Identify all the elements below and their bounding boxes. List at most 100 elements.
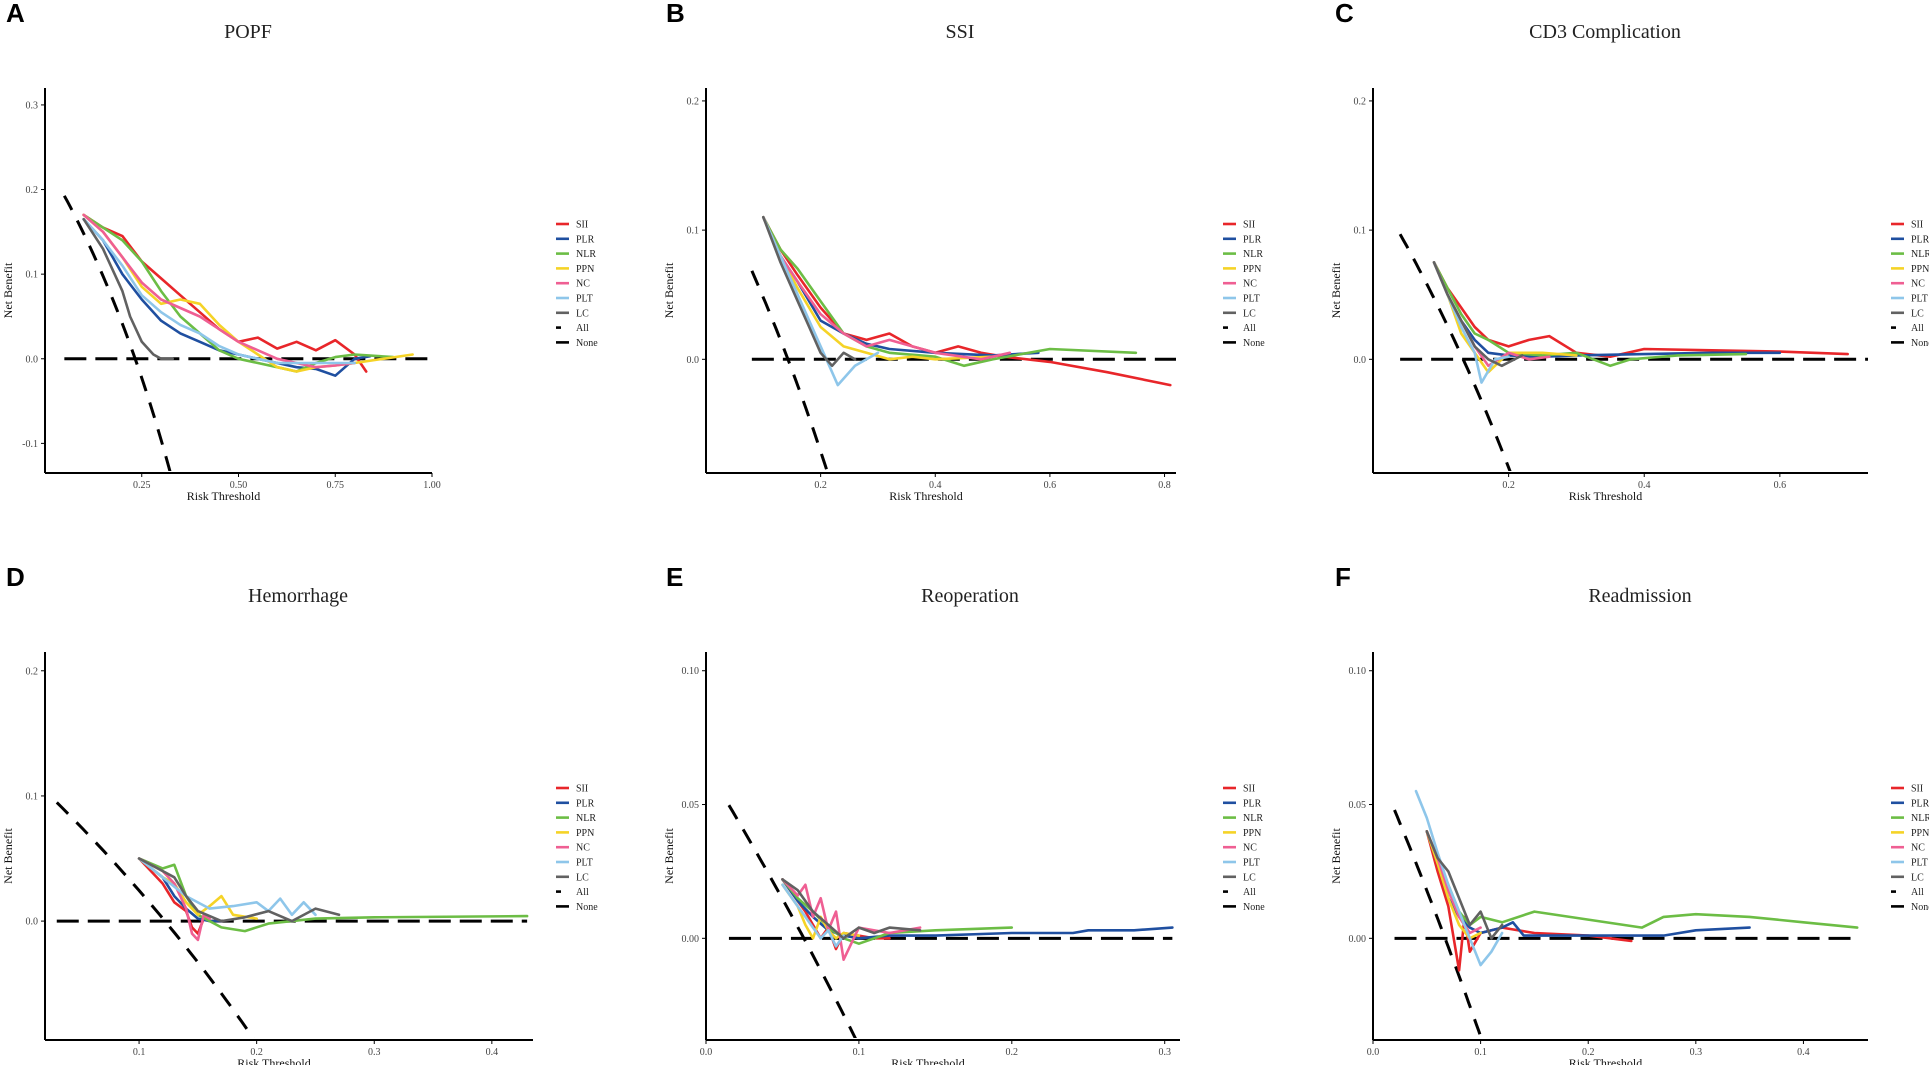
legend-label-ppn: PPN (1243, 264, 1261, 275)
y-tick-label: 0.00 (682, 934, 700, 945)
legend-label-nc: NC (1243, 843, 1257, 854)
legend-label-none: None (1911, 338, 1929, 349)
legend-label-nc: NC (1911, 843, 1925, 854)
legend: SII PLR NLR PPN NC PLT LC All None (1891, 220, 1929, 349)
legend-label-all: All (1243, 323, 1256, 334)
series-all (727, 804, 857, 1038)
plot-area (1398, 233, 1868, 471)
legend-label-ppn: PPN (1911, 264, 1929, 275)
legend-label-nlr: NLR (1243, 813, 1263, 824)
y-axis-label: Net Benefit (1329, 262, 1343, 318)
legend-label-nlr: NLR (1911, 249, 1929, 260)
y-tick-label: 0.0 (1354, 355, 1367, 366)
legend-label-plt: PLT (1911, 294, 1928, 305)
panel-letter: E (666, 562, 683, 592)
x-axis-label: Risk Threshold (237, 1056, 310, 1065)
x-tick-label: 0.1 (133, 1047, 146, 1058)
y-axis-label: Net Benefit (1, 262, 15, 318)
legend-label-sii: SII (1911, 220, 1923, 231)
legend: SII PLR NLR PPN NC PLT LC All None (556, 220, 598, 349)
legend-label-plr: PLR (1243, 798, 1262, 809)
series-lc (1432, 261, 1524, 368)
legend-label-plr: PLR (1243, 234, 1262, 245)
x-tick-label: 0.4 (1638, 480, 1651, 491)
x-axis-label: Risk Threshold (1569, 1056, 1642, 1065)
plot-area (62, 195, 432, 471)
x-tick-label: 0.4 (486, 1047, 499, 1058)
series-all (750, 270, 829, 471)
panel-letter: B (666, 0, 685, 28)
x-tick-label: 0.2 (250, 1047, 263, 1058)
x-axis-label: Risk Threshold (891, 1056, 964, 1065)
x-tick-label: 0.2 (1582, 1047, 1595, 1058)
panel-letter: F (1335, 562, 1351, 592)
y-tick-label: 0.10 (682, 666, 700, 677)
legend-label-nlr: NLR (1911, 813, 1929, 824)
legend-label-sii: SII (576, 220, 588, 231)
legend-label-nlr: NLR (1243, 249, 1263, 260)
y-tick-label: 0.1 (1354, 226, 1367, 237)
plot-area (750, 215, 1176, 471)
plot-area (727, 804, 1174, 1038)
legend-label-lc: LC (1243, 308, 1256, 319)
y-tick-label: 0.00 (1349, 934, 1367, 945)
x-tick-label: 0.0 (700, 1047, 713, 1058)
legend-label-ppn: PPN (1243, 828, 1261, 839)
y-tick-label: 0.1 (26, 791, 39, 802)
x-tick-label: 0.2 (1502, 480, 1515, 491)
x-axis-label: Risk Threshold (1569, 489, 1642, 503)
panel-letter: C (1335, 0, 1354, 28)
panel-letter: D (6, 562, 25, 592)
y-axis-label: Net Benefit (662, 262, 676, 318)
series-plt (137, 857, 317, 917)
y-tick-label: 0.0 (687, 355, 700, 366)
series-plr (82, 217, 372, 378)
panel-title: Reoperation (921, 585, 1019, 607)
y-tick-label: 0.2 (26, 185, 39, 196)
legend-label-none: None (576, 902, 598, 913)
series-all (55, 801, 255, 1038)
legend-label-nlr: NLR (576, 813, 596, 824)
series-plt (1414, 789, 1504, 967)
y-tick-label: 0.05 (1349, 800, 1367, 811)
legend: SII PLR NLR PPN NC PLT LC All None (1223, 784, 1265, 913)
series-all (62, 195, 172, 471)
series-all (1398, 233, 1512, 471)
legend-label-ppn: PPN (576, 828, 594, 839)
legend-label-all: All (576, 323, 589, 334)
y-tick-label: 0.1 (687, 226, 700, 237)
y-tick-label: 0.2 (1354, 96, 1367, 107)
legend-label-all: All (1911, 887, 1924, 898)
series-nc (1432, 261, 1551, 368)
x-tick-label: 0.0 (1367, 1047, 1380, 1058)
x-tick-label: 0.6 (1774, 480, 1787, 491)
y-tick-label: 0.1 (26, 270, 39, 281)
x-tick-label: 0.2 (1006, 1047, 1019, 1058)
series-plr (1432, 261, 1782, 359)
y-tick-label: 0.2 (26, 666, 39, 677)
series-lc (761, 215, 857, 368)
legend-label-all: All (1911, 323, 1924, 334)
y-tick-label: -0.1 (22, 439, 38, 450)
y-axis-label: Net Benefit (1329, 828, 1343, 884)
x-tick-label: 0.4 (1797, 1047, 1810, 1058)
panel-title: Readmission (1588, 585, 1691, 607)
x-axis-label: Risk Threshold (187, 489, 260, 503)
x-tick-label: 0.1 (853, 1047, 866, 1058)
legend-label-nc: NC (576, 843, 590, 854)
legend-label-plr: PLR (576, 234, 595, 245)
series-plt (781, 883, 845, 948)
x-tick-label: 0.75 (327, 480, 345, 491)
legend-label-sii: SII (1911, 784, 1923, 795)
panel-title: POPF (224, 21, 272, 43)
y-axis-label: Net Benefit (1, 828, 15, 884)
x-tick-label: 0.1 (1474, 1047, 1487, 1058)
series-ppn (1425, 829, 1482, 940)
series-nc (761, 215, 1012, 361)
legend: SII PLR NLR PPN NC PLT LC All None (556, 784, 598, 913)
legend-label-lc: LC (1911, 872, 1924, 883)
x-tick-label: 0.8 (1158, 480, 1171, 491)
legend-label-plr: PLR (576, 798, 595, 809)
